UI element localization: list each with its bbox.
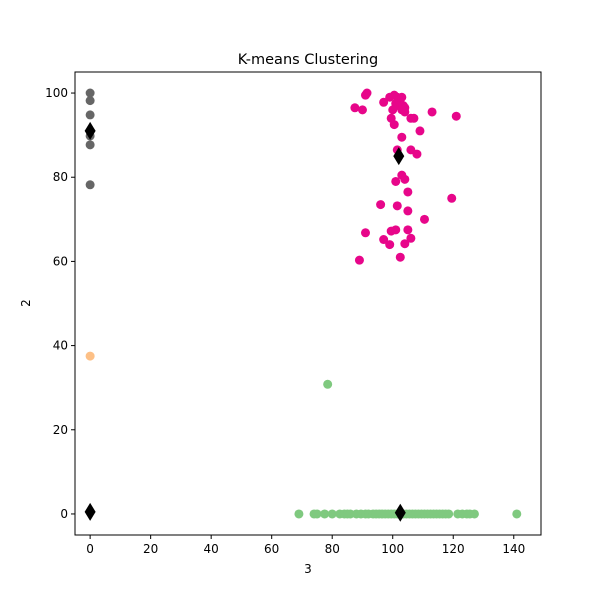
x-axis-label: 3 xyxy=(304,562,312,576)
data-point xyxy=(392,201,402,211)
y-axis-label: 2 xyxy=(19,299,33,307)
data-point xyxy=(357,105,367,115)
y-tick-label: 60 xyxy=(53,254,68,268)
data-point xyxy=(85,180,95,190)
data-point xyxy=(85,96,95,106)
data-point xyxy=(400,107,410,117)
data-point xyxy=(350,103,360,113)
data-point xyxy=(415,126,425,136)
data-point xyxy=(400,239,410,249)
plot-marks xyxy=(84,88,522,522)
x-axis-ticks: 0 20 40 60 80 100 120 140 xyxy=(86,535,525,556)
data-point xyxy=(362,88,372,98)
data-point xyxy=(412,149,422,159)
data-point xyxy=(385,240,395,250)
data-point xyxy=(354,255,364,265)
data-point xyxy=(85,140,95,150)
data-point xyxy=(397,132,407,142)
chart-title: K-means Clustering xyxy=(238,52,378,68)
data-point xyxy=(391,176,401,186)
data-point xyxy=(85,110,95,120)
centroid-marker xyxy=(394,503,406,522)
y-tick-label: 20 xyxy=(53,423,68,437)
y-tick-label: 100 xyxy=(45,86,68,100)
x-tick-label: 0 xyxy=(86,542,94,556)
y-tick-label: 0 xyxy=(60,507,68,521)
x-tick-label: 120 xyxy=(442,542,465,556)
data-point xyxy=(323,379,333,389)
data-point xyxy=(360,228,370,238)
data-point xyxy=(294,509,304,519)
data-point xyxy=(379,97,389,107)
data-point xyxy=(85,351,95,361)
plot-frame xyxy=(74,71,542,536)
data-point xyxy=(403,225,413,235)
centroid-marker xyxy=(393,147,405,166)
y-tick-label: 80 xyxy=(53,170,68,184)
x-tick-label: 140 xyxy=(502,542,525,556)
data-point xyxy=(389,120,399,130)
data-point xyxy=(397,92,407,102)
x-tick-label: 100 xyxy=(381,542,404,556)
data-point xyxy=(427,107,437,117)
data-point xyxy=(403,206,413,216)
x-tick-label: 60 xyxy=(264,542,279,556)
data-point xyxy=(469,509,479,519)
centroid-marker xyxy=(84,502,96,521)
data-point xyxy=(447,193,457,203)
data-point xyxy=(85,88,95,98)
data-point xyxy=(451,111,461,121)
data-point xyxy=(406,233,416,243)
data-point xyxy=(379,235,389,245)
data-point xyxy=(395,252,405,262)
data-point xyxy=(376,200,386,210)
data-point xyxy=(403,187,413,197)
x-tick-label: 40 xyxy=(204,542,219,556)
y-tick-label: 40 xyxy=(53,339,68,353)
data-point xyxy=(512,509,522,519)
x-tick-label: 80 xyxy=(325,542,340,556)
data-point xyxy=(420,214,429,224)
y-axis-ticks: 0 20 40 60 80 100 xyxy=(45,86,75,521)
data-point xyxy=(400,174,410,184)
centroid-marker xyxy=(84,121,96,140)
data-point xyxy=(388,105,398,115)
data-point xyxy=(320,509,330,519)
x-tick-label: 20 xyxy=(143,542,158,556)
data-point xyxy=(391,225,401,235)
data-point xyxy=(444,509,454,519)
data-point xyxy=(327,509,337,519)
data-point xyxy=(312,509,322,519)
data-point xyxy=(409,113,419,123)
